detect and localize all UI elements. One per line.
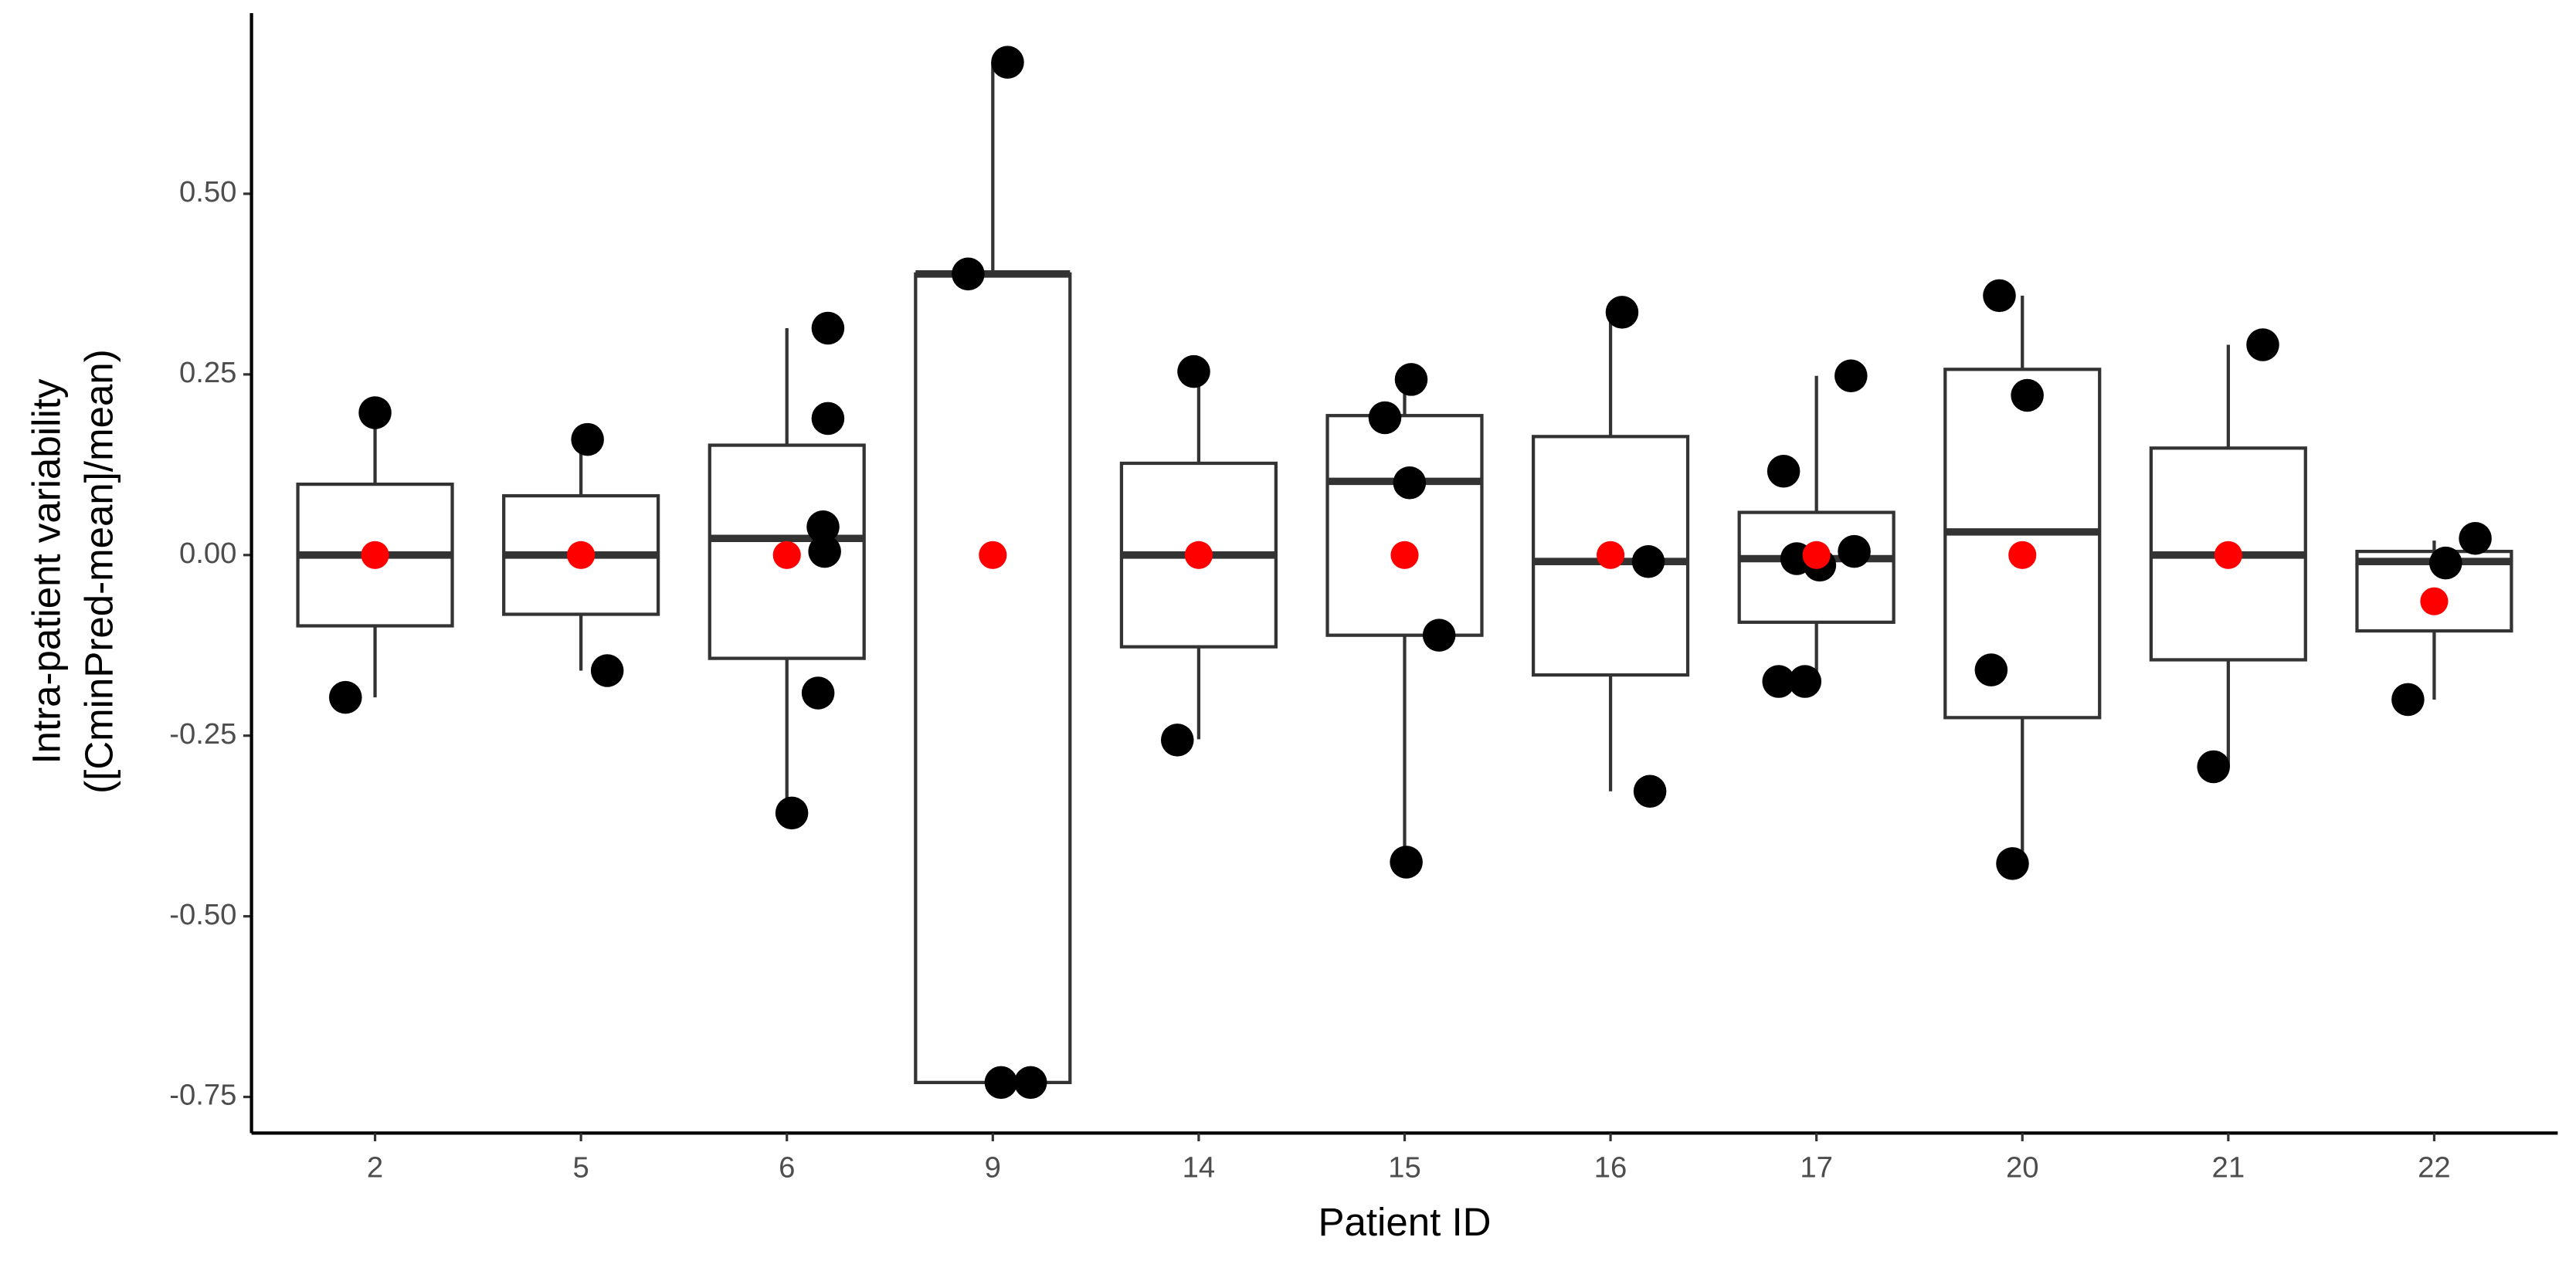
- x-axis-title: Patient ID: [1318, 1200, 1491, 1244]
- mean-point: [1184, 541, 1213, 569]
- data-point: [1390, 846, 1423, 879]
- data-point: [1788, 665, 1822, 698]
- data-point: [1368, 401, 1402, 435]
- y-tick-label: 0.25: [179, 356, 236, 389]
- y-tick-label: -0.50: [169, 898, 236, 931]
- data-point: [1177, 354, 1210, 388]
- x-tick-label: 9: [985, 1151, 1001, 1184]
- data-point: [811, 402, 845, 436]
- data-point: [1974, 653, 2008, 686]
- y-tick-label: -0.25: [169, 717, 236, 751]
- x-tick-label: 5: [572, 1151, 589, 1184]
- mean-point: [2214, 541, 2242, 569]
- data-point: [1013, 1066, 1047, 1100]
- x-tick-label: 20: [2006, 1151, 2039, 1184]
- data-point: [984, 1066, 1018, 1100]
- data-point: [2459, 522, 2492, 555]
- data-point: [1160, 724, 1194, 757]
- mean-point: [2008, 541, 2037, 569]
- x-tick-label: 6: [779, 1151, 795, 1184]
- data-point: [1633, 774, 1667, 808]
- data-point: [1767, 454, 1800, 488]
- data-point: [329, 680, 362, 714]
- data-point: [1762, 665, 1796, 698]
- data-point: [2011, 378, 2044, 412]
- x-tick-label: 22: [2418, 1151, 2451, 1184]
- box: [1325, 414, 1484, 637]
- data-point: [2197, 750, 2230, 784]
- mean-point: [772, 541, 801, 569]
- x-tick-label: 2: [367, 1151, 383, 1184]
- x-tick-label: 14: [1183, 1151, 1216, 1184]
- mean-point: [1596, 541, 1625, 569]
- data-point: [806, 510, 840, 544]
- data-point: [1838, 534, 1871, 568]
- data-point: [1422, 619, 1456, 652]
- data-point: [358, 396, 392, 429]
- data-point: [1983, 279, 2016, 313]
- y-tick-label: 0.50: [179, 175, 236, 208]
- x-tick-label: 15: [1388, 1151, 1421, 1184]
- data-point: [2391, 683, 2425, 717]
- data-point: [991, 46, 1024, 79]
- x-tick-label: 16: [1594, 1151, 1627, 1184]
- y-tick-label: 0.00: [179, 537, 236, 570]
- x-tick-label: 17: [1800, 1151, 1833, 1184]
- y-axis-title: Intra-patient variability: [25, 378, 69, 764]
- mean-point: [361, 541, 389, 569]
- box: [914, 272, 1072, 1084]
- data-point: [952, 257, 985, 291]
- mean-point: [1390, 541, 1419, 569]
- mean-point: [567, 541, 596, 569]
- data-point: [801, 676, 835, 710]
- data-point: [1394, 363, 1428, 396]
- mean-point: [2420, 587, 2449, 615]
- data-point: [590, 654, 624, 687]
- x-tick-label: 21: [2212, 1151, 2245, 1184]
- y-tick-label: -0.75: [169, 1079, 236, 1112]
- data-point: [811, 311, 845, 345]
- data-point: [571, 422, 604, 456]
- data-point: [808, 534, 841, 568]
- y-axis-title: ([CminPred-mean]/mean): [77, 349, 121, 794]
- data-point: [1834, 359, 1868, 393]
- mean-point: [979, 541, 1007, 569]
- data-point: [1631, 544, 1665, 578]
- data-point: [1605, 296, 1639, 329]
- data-point: [775, 796, 809, 830]
- mean-point: [1802, 541, 1831, 569]
- data-point: [1393, 466, 1427, 500]
- data-point: [2429, 546, 2462, 580]
- data-point: [2246, 328, 2279, 361]
- box: [1737, 510, 1896, 624]
- data-point: [1996, 847, 2029, 880]
